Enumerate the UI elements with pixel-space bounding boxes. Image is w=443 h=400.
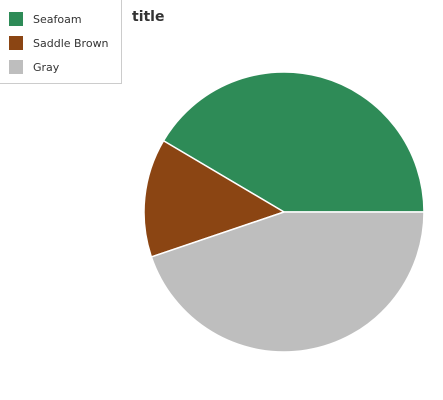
pie-slice-gray [150,211,425,353]
legend-swatch-seafoam [9,12,23,26]
legend-swatch-saddle-brown [9,36,23,50]
legend-swatch-gray [9,60,23,74]
legend-label-seafoam: Seafoam [33,12,82,26]
legend-label-saddle-brown: Saddle Brown [33,36,109,50]
pie-slice-saddle-brown [143,139,286,258]
legend: Seafoam Saddle Brown Gray [0,0,122,84]
legend-item-saddle-brown: Saddle Brown [9,36,109,50]
legend-label-gray: Gray [33,60,60,74]
legend-item-gray: Gray [9,60,59,74]
pie-slices [143,71,425,353]
chart-title: title [132,9,165,25]
pie-slice-seafoam [162,71,425,213]
legend-item-seafoam: Seafoam [9,12,82,26]
